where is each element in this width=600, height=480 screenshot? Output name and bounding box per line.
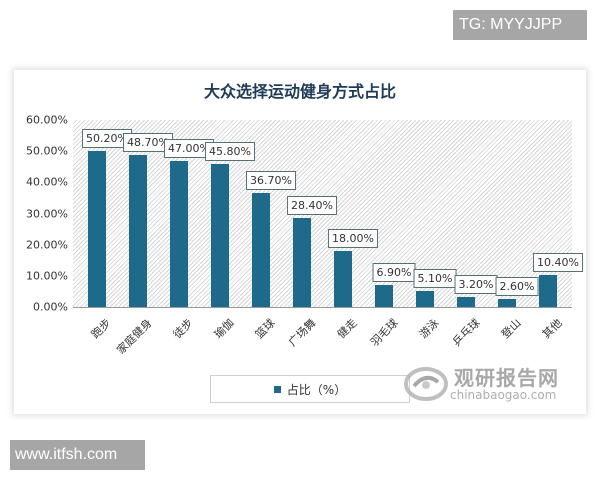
chart-card: 大众选择运动健身方式占比 0.00% 10.00% 20.00% 30.00% 40.0… xyxy=(14,70,586,414)
y-tick-label: 30.00% xyxy=(26,207,68,220)
y-tick-label: 0.00% xyxy=(33,300,68,314)
bar xyxy=(88,150,106,307)
y-tick-label: 50.00% xyxy=(26,144,68,158)
data-label: 28.40% xyxy=(287,196,337,216)
bar xyxy=(416,291,434,307)
y-tick-label: 10.00% xyxy=(26,269,68,283)
bar xyxy=(457,297,475,307)
legend-swatch-icon xyxy=(273,385,281,393)
x-tick-label: 家庭健身 xyxy=(114,316,155,357)
data-label: 36.70% xyxy=(246,170,296,190)
x-tick-label: 游泳 xyxy=(416,316,442,342)
bar xyxy=(129,155,147,307)
bar xyxy=(211,164,229,307)
x-tick-label: 跑步 xyxy=(88,316,114,342)
data-label: 2.60% xyxy=(495,276,539,296)
data-label: 48.70% xyxy=(123,133,173,153)
x-tick-label: 徒步 xyxy=(170,316,196,342)
legend: 占比（%） xyxy=(210,375,410,403)
chart-title: 大众选择运动健身方式占比 xyxy=(203,82,396,101)
y-tick-label: 20.00% xyxy=(26,238,68,252)
data-label: 47.00% xyxy=(164,138,214,158)
y-tick-label: 40.00% xyxy=(26,175,68,189)
x-tick-label: 健走 xyxy=(334,316,360,342)
x-tick-label: 广场舞 xyxy=(286,316,319,349)
bar xyxy=(293,218,311,307)
data-label: 5.10% xyxy=(413,269,457,289)
watermark-top: TG: MYYJJPP xyxy=(453,10,587,40)
x-tick-label: 篮球 xyxy=(252,316,278,342)
x-tick-label: 瑜伽 xyxy=(211,316,237,342)
bar xyxy=(539,274,557,307)
x-axis-line xyxy=(73,307,572,308)
x-tick-label: 乒乓球 xyxy=(450,316,483,349)
data-label: 45.80% xyxy=(205,142,255,162)
logo-text-en: chinabaogao.com xyxy=(450,388,557,402)
x-tick-label: 其他 xyxy=(539,316,565,342)
data-label: 50.20% xyxy=(82,128,132,148)
bar xyxy=(375,285,393,307)
bar xyxy=(170,160,188,307)
data-label: 10.40% xyxy=(533,252,583,272)
data-label: 6.90% xyxy=(372,263,416,283)
legend-label: 占比（%） xyxy=(286,382,347,397)
data-label: 18.00% xyxy=(328,228,378,248)
bar xyxy=(252,192,270,307)
y-tick-label: 60.00% xyxy=(26,113,68,127)
bar xyxy=(498,298,516,307)
logo-swirl-icon xyxy=(404,367,448,401)
x-tick-label: 登山 xyxy=(498,316,524,342)
logo-text-cn: 观研报告网 xyxy=(454,366,559,390)
x-tick-label: 羽毛球 xyxy=(368,316,401,349)
watermark-bottom: www.itfsh.com xyxy=(10,440,145,470)
source-logo: 观研报告网 chinabaogao.com xyxy=(404,360,574,410)
data-label: 3.20% xyxy=(454,275,498,295)
bar xyxy=(334,250,352,307)
